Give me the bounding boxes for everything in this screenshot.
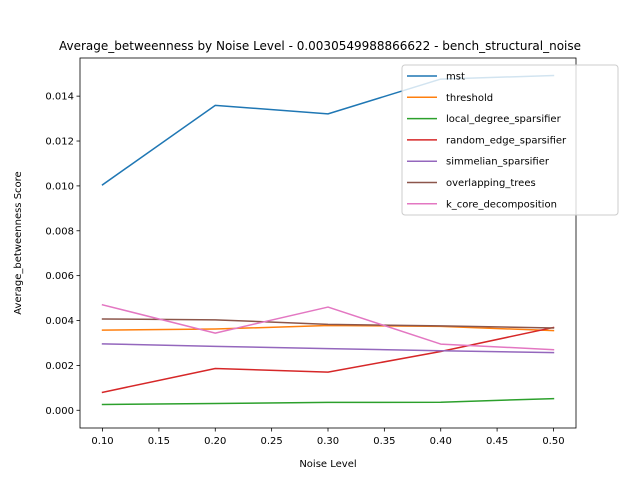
y-tick-label: 0.008 [45,226,74,237]
x-axis-label: Noise Level [299,459,356,470]
x-tick-label: 0.15 [148,436,170,447]
series-line-simmelian_sparsifier [101,343,555,354]
series-line-threshold [101,324,555,332]
x-tick-label: 0.20 [204,436,226,447]
series-line-random_edge_sparsifier [101,326,555,394]
legend-label-local_degree_sparsifier: local_degree_sparsifier [446,114,562,125]
x-tick-label: 0.10 [91,436,113,447]
legend-label-mst: mst [446,72,465,83]
x-tick-label: 0.35 [373,436,395,447]
series-line-local_degree_sparsifier [101,397,555,406]
series-layer [101,74,555,406]
legend-label-threshold: threshold [446,93,493,104]
y-axis-label: Average_betweenness Score [13,171,24,314]
y-tick-label: 0.010 [45,181,74,192]
y-tick-label: 0.014 [45,92,74,103]
x-tick-label: 0.50 [542,436,564,447]
series-line-overlapping_trees [101,318,555,329]
legend-label-random_edge_sparsifier: random_edge_sparsifier [446,135,567,146]
legend-label-overlapping_trees: overlapping_trees [446,178,536,189]
x-tick-label: 0.40 [430,436,452,447]
x-tick-label: 0.25 [261,436,283,447]
x-tick-label: 0.30 [317,436,339,447]
y-tick-label: 0.006 [45,271,74,282]
series-line-k_core_decomposition [101,303,555,351]
y-tick-label: 0.002 [45,361,74,372]
legend: mst threshold local_degree_sparsifierrando… [401,64,619,216]
axes-layer: 0.10 0.15 0.20 0.25 0.30 0.35 0.40 0.45 0.50 0.00… [45,57,577,447]
y-tick-label: 0.000 [45,406,74,417]
y-tick-label: 0.012 [45,137,74,148]
legend-label-k_core_decomposition: k_core_decomposition [446,199,557,210]
legend-box [401,64,619,216]
chart-title: Average_betweenness by Noise Level - 0.0… [59,39,581,53]
x-tick-label: 0.45 [486,436,508,447]
legend-label-simmelian_sparsifier: simmelian_sparsifier [446,157,550,168]
y-tick-label: 0.004 [45,316,74,327]
